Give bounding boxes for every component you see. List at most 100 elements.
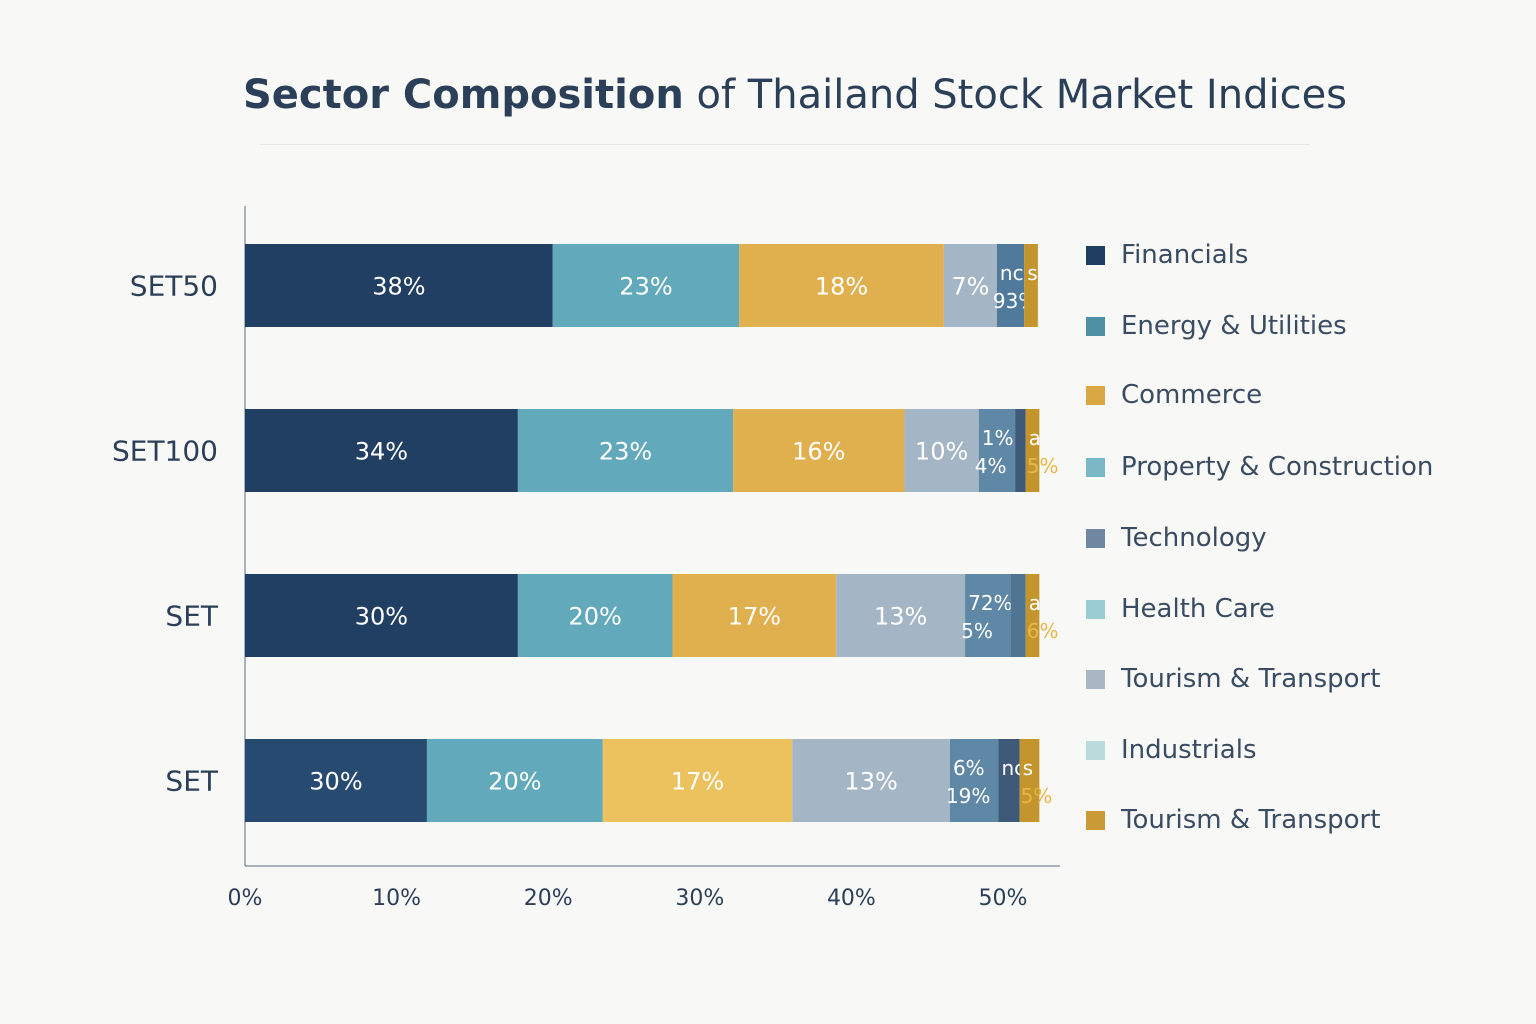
legend-label: Energy & Utilities bbox=[1121, 311, 1347, 341]
legend-label: Industrials bbox=[1121, 735, 1257, 765]
bar-segment bbox=[792, 739, 950, 822]
bar-segment bbox=[943, 244, 997, 327]
data-label: 23% bbox=[619, 273, 672, 301]
x-tick-label: 0% bbox=[228, 886, 263, 911]
data-label: 6% bbox=[1027, 619, 1059, 643]
legend-item: Tourism & Transport bbox=[1086, 664, 1380, 694]
bar-segment bbox=[245, 574, 518, 657]
bar-segment bbox=[733, 409, 905, 492]
bar-segment bbox=[602, 739, 793, 822]
bar-segment bbox=[245, 244, 553, 327]
legend-label: Technology bbox=[1121, 523, 1267, 553]
legend-label: Health Care bbox=[1121, 594, 1275, 624]
bar-segment bbox=[1010, 574, 1026, 657]
data-label: 5% bbox=[961, 619, 993, 643]
legend-swatch bbox=[1086, 669, 1105, 689]
bar-segment bbox=[245, 739, 427, 822]
bar-segment bbox=[978, 409, 1016, 492]
data-label: 13% bbox=[844, 768, 897, 796]
legend-swatch bbox=[1086, 316, 1105, 336]
legend-item: Commerce bbox=[1086, 380, 1262, 410]
data-label: 6% bbox=[953, 756, 985, 780]
x-tick-label: 20% bbox=[524, 886, 573, 911]
category-label: SET50 bbox=[130, 270, 218, 303]
legend-item: Health Care bbox=[1086, 594, 1275, 624]
data-label: 17% bbox=[671, 768, 724, 796]
legend-label: Tourism & Transport bbox=[1121, 664, 1381, 694]
data-label: 13% bbox=[874, 603, 927, 631]
bar-segment bbox=[1025, 574, 1040, 657]
bar-segment bbox=[998, 739, 1020, 822]
chart-title: Sector Composition of Thailand Stock Mar… bbox=[0, 72, 1536, 118]
legend-swatch bbox=[1086, 810, 1105, 830]
data-label: 1% bbox=[982, 426, 1014, 450]
bar-segment bbox=[965, 574, 1011, 657]
data-label: 20% bbox=[488, 768, 541, 796]
bar-segment bbox=[1024, 244, 1038, 327]
bar-segment bbox=[517, 409, 734, 492]
data-label: 16% bbox=[792, 438, 845, 466]
legend-item: Financials bbox=[1086, 240, 1248, 270]
data-label: 5% bbox=[1027, 454, 1059, 478]
data-label: 17% bbox=[728, 603, 781, 631]
title-divider bbox=[260, 144, 1310, 145]
legend-swatch bbox=[1086, 457, 1105, 477]
bar-segment bbox=[1019, 739, 1040, 822]
legend-label: Property & Construction bbox=[1121, 452, 1434, 482]
bar-segment bbox=[739, 244, 944, 327]
bar-segment bbox=[517, 574, 673, 657]
bar-segment bbox=[245, 409, 518, 492]
bar-segment bbox=[426, 739, 603, 822]
x-tick-label: 10% bbox=[372, 886, 421, 911]
bar-segment bbox=[904, 409, 979, 492]
legend-swatch bbox=[1086, 740, 1105, 760]
x-tick-label: 50% bbox=[979, 886, 1028, 911]
data-label: 18% bbox=[815, 273, 868, 301]
legend-label: Commerce bbox=[1121, 380, 1263, 410]
data-label: 30% bbox=[309, 768, 362, 796]
data-label: nc bbox=[1000, 261, 1024, 285]
data-label: a bbox=[1029, 426, 1041, 450]
bar-segment bbox=[552, 244, 740, 327]
bar-segment bbox=[836, 574, 966, 657]
bar-segment bbox=[949, 739, 999, 822]
data-label: nc bbox=[1001, 756, 1025, 780]
data-label: a bbox=[1029, 591, 1041, 615]
x-tick-label: 30% bbox=[675, 886, 724, 911]
legend-item: Technology bbox=[1086, 523, 1267, 553]
data-label: 30% bbox=[355, 603, 408, 631]
legend-item: Property & Construction bbox=[1086, 452, 1433, 482]
bar-segment bbox=[1015, 409, 1026, 492]
legend-swatch bbox=[1086, 245, 1105, 265]
chart-title-bold: Sector Composition bbox=[242, 72, 684, 118]
data-label: 72% bbox=[968, 591, 1012, 615]
bar-segment bbox=[672, 574, 837, 657]
bar-segment bbox=[996, 244, 1025, 327]
category-label: SET bbox=[165, 765, 218, 798]
legend-swatch bbox=[1086, 599, 1105, 619]
chart-title-rest: of Thailand Stock Market Indices bbox=[696, 72, 1348, 118]
legend-label: Tourism & Transport bbox=[1121, 805, 1381, 835]
data-label: s bbox=[1027, 261, 1037, 285]
data-label: 38% bbox=[372, 273, 425, 301]
data-label: 5% bbox=[1021, 784, 1053, 808]
bar-segment bbox=[1025, 409, 1040, 492]
data-label: 10% bbox=[915, 438, 968, 466]
legend-item: Tourism & Transport bbox=[1086, 805, 1380, 835]
data-label: s bbox=[1023, 756, 1033, 780]
x-tick-label: 40% bbox=[827, 886, 876, 911]
data-label: 19% bbox=[946, 784, 990, 808]
legend-swatch bbox=[1086, 528, 1105, 548]
data-label: 7% bbox=[951, 273, 989, 301]
legend-item: Industrials bbox=[1086, 735, 1256, 765]
category-label: SET bbox=[165, 600, 218, 633]
legend-item: Energy & Utilities bbox=[1086, 311, 1347, 341]
legend-label: Financials bbox=[1121, 240, 1249, 270]
legend-swatch bbox=[1086, 385, 1105, 405]
data-label: 20% bbox=[569, 603, 622, 631]
data-label: 4% bbox=[975, 454, 1007, 478]
data-label: 34% bbox=[355, 438, 408, 466]
category-label: SET100 bbox=[112, 435, 218, 468]
